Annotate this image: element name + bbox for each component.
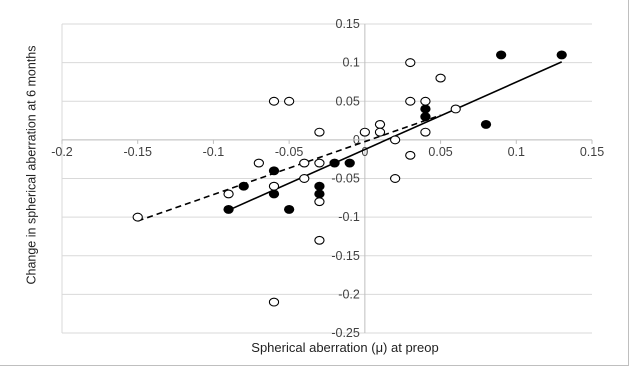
data-point-open [299, 174, 310, 183]
x-tick-label: 0 [361, 145, 368, 159]
x-tick-label: 0.1 [508, 145, 525, 159]
data-point-open [268, 181, 280, 191]
data-point-open [389, 135, 401, 145]
data-point-open [253, 158, 265, 168]
data-point-filled [420, 104, 431, 114]
data-point-filled [556, 50, 567, 60]
data-point-open [420, 127, 431, 137]
y-tick-label: 0.1 [342, 56, 359, 70]
data-point-filled [268, 166, 280, 176]
data-point-open [223, 189, 234, 199]
data-point-open [314, 127, 325, 137]
x-tick-label: -0.2 [51, 145, 73, 159]
data-point-open [435, 73, 446, 83]
data-point-open [299, 158, 310, 168]
trendline-dashed [137, 114, 441, 222]
data-point-open [389, 174, 401, 183]
data-point-open [374, 119, 386, 129]
data-point-open [405, 58, 416, 68]
data-point-open [268, 297, 280, 307]
y-tick-label: -0.1 [338, 210, 360, 224]
y-tick-label: -0.2 [338, 287, 360, 301]
data-point-open [314, 197, 325, 207]
x-tick-label: -0.15 [123, 145, 152, 159]
x-tick-label: 0.15 [580, 145, 604, 159]
data-point-filled [480, 119, 492, 129]
data-point-open [132, 212, 143, 222]
data-point-open [314, 158, 325, 168]
data-point-filled [238, 181, 249, 191]
data-point-filled [314, 189, 325, 199]
x-tick-label: -0.1 [203, 145, 225, 159]
data-point-open [359, 127, 371, 137]
data-point-open [374, 127, 386, 137]
data-point-open [405, 96, 416, 106]
y-tick-label: -0.05 [331, 172, 360, 186]
y-tick-label: 0.15 [336, 17, 360, 31]
data-point-filled [283, 204, 295, 214]
data-point-open [283, 96, 295, 106]
data-point-open [450, 104, 461, 114]
data-point-filled [420, 112, 431, 122]
data-point-filled [268, 189, 280, 199]
data-point-filled [344, 158, 355, 168]
y-tick-label: 0.05 [336, 94, 360, 108]
data-point-filled [314, 181, 325, 191]
y-tick-label: -0.15 [331, 249, 360, 263]
data-point-open [268, 96, 280, 106]
x-tick-label: 0.05 [428, 145, 452, 159]
data-point-open [420, 96, 431, 106]
x-tick-label: -0.05 [275, 145, 304, 159]
data-point-filled [495, 50, 507, 60]
x-axis-title: Spherical aberration (μ) at preop [251, 340, 439, 355]
y-tick-label: -0.25 [331, 326, 360, 340]
data-point-filled [329, 158, 340, 168]
data-point-filled [223, 204, 234, 214]
data-point-open [405, 150, 416, 160]
data-point-open [314, 235, 325, 245]
